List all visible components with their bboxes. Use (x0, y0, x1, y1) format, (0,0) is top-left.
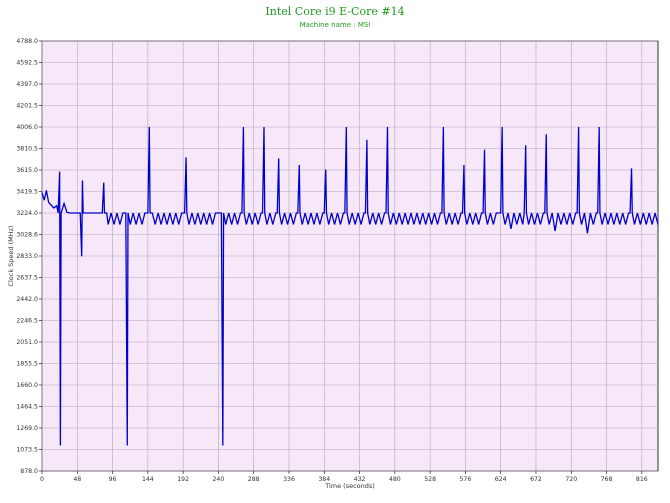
y-axis-label: Clock Speed (MHz) (7, 225, 15, 286)
y-tick-label: 3810.5 (16, 146, 38, 153)
chart-title: Intel Core i9 E-Core #14 (265, 5, 404, 18)
y-tick-label: 1855.5 (16, 361, 38, 368)
x-axis-ticks: 0 48 96 144 192 240 288 336 384 432 480 528 576 624 67… (40, 471, 648, 483)
y-tick-label: 4006.0 (16, 124, 38, 131)
y-tick-label: 1660.0 (16, 382, 38, 389)
y-tick-label: 4592.5 (16, 60, 38, 67)
y-tick-label: 3419.5 (16, 189, 38, 196)
y-tick-label: 1269.0 (16, 425, 38, 432)
x-tick-label: 192 (177, 476, 189, 483)
x-tick-label: 0 (40, 476, 44, 483)
y-tick-label: 4788.0 (16, 38, 38, 45)
grid-lines (41, 40, 658, 472)
y-tick-label: 4201.5 (16, 103, 38, 110)
x-tick-label: 576 (460, 476, 472, 483)
y-tick-label: 3615.0 (16, 167, 38, 174)
y-tick-label: 1073.5 (16, 447, 38, 454)
y-tick-label: 1464.5 (16, 404, 38, 411)
x-tick-label: 96 (109, 476, 117, 483)
x-tick-label: 288 (248, 476, 260, 483)
x-tick-label: 816 (636, 476, 648, 483)
y-tick-label: 2833.0 (16, 253, 38, 260)
x-tick-label: 240 (213, 476, 225, 483)
y-tick-label: 2442.0 (16, 296, 38, 303)
x-tick-label: 480 (389, 476, 401, 483)
y-tick-label: 2637.5 (16, 275, 38, 282)
x-tick-label: 720 (565, 476, 577, 483)
x-tick-label: 336 (283, 476, 295, 483)
y-tick-label: 3224.0 (16, 210, 38, 217)
y-tick-label: 4397.0 (16, 81, 38, 88)
x-tick-label: 432 (354, 476, 366, 483)
series-line (41, 126, 659, 446)
chart-subtitle: Machine name : MSI (300, 21, 371, 29)
x-tick-label: 768 (601, 476, 613, 483)
x-axis-label: Time (seconds) (324, 482, 375, 490)
y-tick-label: 878.0 (20, 468, 38, 475)
x-tick-label: 144 (142, 476, 154, 483)
x-tick-label: 672 (530, 476, 542, 483)
x-tick-label: 48 (73, 476, 81, 483)
y-axis-ticks: 878.0 1073.5 1269.0 1464.5 1660.0 1855.5 2051.… (16, 38, 42, 475)
x-tick-label: 528 (424, 476, 436, 483)
y-tick-label: 2051.0 (16, 339, 38, 346)
y-tick-label: 2246.5 (16, 318, 38, 325)
x-tick-label: 384 (318, 476, 330, 483)
x-tick-label: 624 (495, 476, 507, 483)
y-tick-label: 3028.6 (16, 231, 38, 238)
